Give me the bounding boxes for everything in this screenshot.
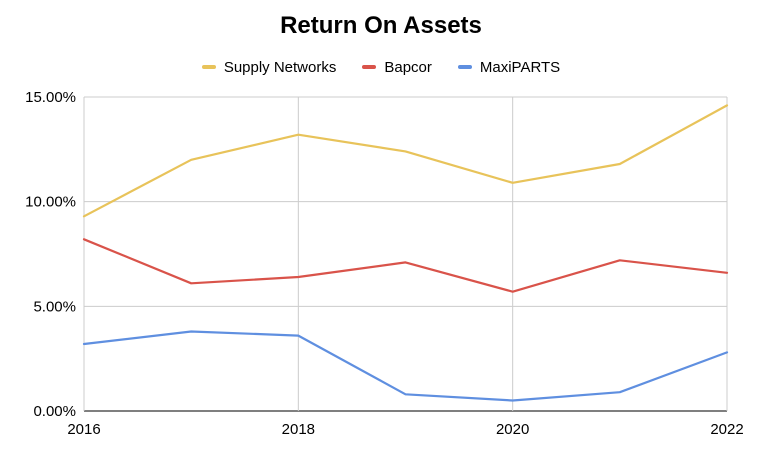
legend-label-maxiparts: MaxiPARTS (479, 58, 561, 76)
legend-item-supply-networks[interactable]: Supply Networks (201, 58, 337, 76)
y-tick-label: 0.00% (33, 403, 76, 420)
legend-item-bapcor[interactable]: Bapcor (362, 59, 432, 76)
legend-swatch-bapcor (362, 65, 377, 69)
series-line-bapcor (82, 238, 729, 293)
legend-label-supply-networks: Supply Networks (223, 58, 337, 76)
legend-swatch-maxiparts (457, 65, 472, 69)
legend-swatch-supply-networks (201, 65, 216, 69)
y-tick-label: 5.00% (33, 298, 76, 315)
legend-label-bapcor: Bapcor (384, 58, 432, 76)
series-line-maxiparts (82, 330, 729, 402)
x-tick-label: 2016 (67, 421, 100, 438)
legend: Supply Networks Bapcor MaxiPARTS (0, 56, 762, 78)
x-tick-label: 2020 (496, 421, 529, 438)
legend-item-maxiparts[interactable]: MaxiPARTS (457, 58, 561, 76)
chart-title: Return On Assets (280, 12, 482, 39)
y-tick-label: 15.00% (25, 89, 76, 106)
series-line-supply-networks (82, 104, 729, 218)
x-tick-label: 2022 (710, 421, 743, 438)
y-tick-label: 10.00% (25, 194, 76, 211)
x-tick-label: 2018 (282, 421, 315, 438)
